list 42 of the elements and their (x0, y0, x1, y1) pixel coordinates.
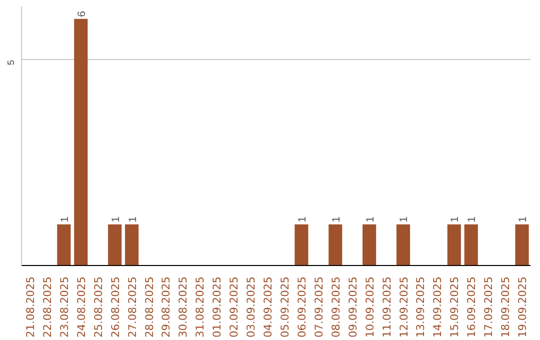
data-label: 1 (449, 216, 462, 222)
x-tick-label: 14.09.2025 (431, 276, 444, 338)
x-tick-label: 01.09.2025 (210, 276, 224, 338)
x-tick-label: 31.08.2025 (194, 276, 207, 338)
x-tick-label: 15.09.2025 (448, 276, 462, 338)
x-tick-label: 27.08.2025 (126, 276, 139, 338)
x-tick-label: 13.09.2025 (414, 276, 428, 338)
data-label: 1 (517, 216, 530, 222)
x-tick-label: 21.08.2025 (24, 276, 37, 338)
data-label: 1 (58, 216, 71, 222)
x-tick-label: 23.08.2025 (58, 276, 71, 338)
y-tick-label: 5 (6, 60, 16, 66)
x-tick-label: 05.09.2025 (278, 276, 292, 338)
x-tick-label: 24.08.2025 (74, 276, 88, 338)
data-label: 1 (364, 216, 376, 222)
x-tick-label: 22.08.2025 (40, 276, 54, 338)
x-tick-label: 19.09.2025 (516, 276, 530, 338)
x-tick-label: 06.09.2025 (295, 276, 308, 338)
x-tick-label: 07.09.2025 (312, 276, 326, 338)
data-label: 1 (296, 216, 308, 222)
x-tick-label: 17.09.2025 (482, 276, 496, 338)
x-tick-label: 28.08.2025 (142, 276, 156, 338)
data-label: 1 (330, 216, 342, 222)
x-tick-label: 29.08.2025 (160, 276, 173, 338)
x-tick-label: 30.08.2025 (176, 276, 190, 338)
x-tick-label: 26.08.2025 (108, 276, 122, 338)
x-tick-label: 09.09.2025 (346, 276, 360, 338)
x-tick-label: 10.09.2025 (363, 276, 376, 338)
x-tick-label: 03.09.2025 (244, 276, 258, 338)
x-tick-label: 11.09.2025 (380, 276, 394, 338)
x-tick-label: 25.08.2025 (92, 276, 105, 338)
data-label: 1 (126, 216, 139, 222)
data-label: 1 (110, 216, 122, 222)
x-tick-label: 18.09.2025 (499, 276, 512, 338)
data-label: 1 (398, 216, 410, 222)
data-label: 6 (76, 10, 88, 17)
x-tick-label: 02.09.2025 (228, 276, 241, 338)
data-label: 1 (466, 216, 478, 222)
x-tick-label: 16.09.2025 (465, 276, 478, 338)
x-tick-label: 12.09.2025 (397, 276, 410, 338)
x-tick-label: 08.09.2025 (329, 276, 342, 338)
x-tick-label: 04.09.2025 (262, 276, 275, 338)
